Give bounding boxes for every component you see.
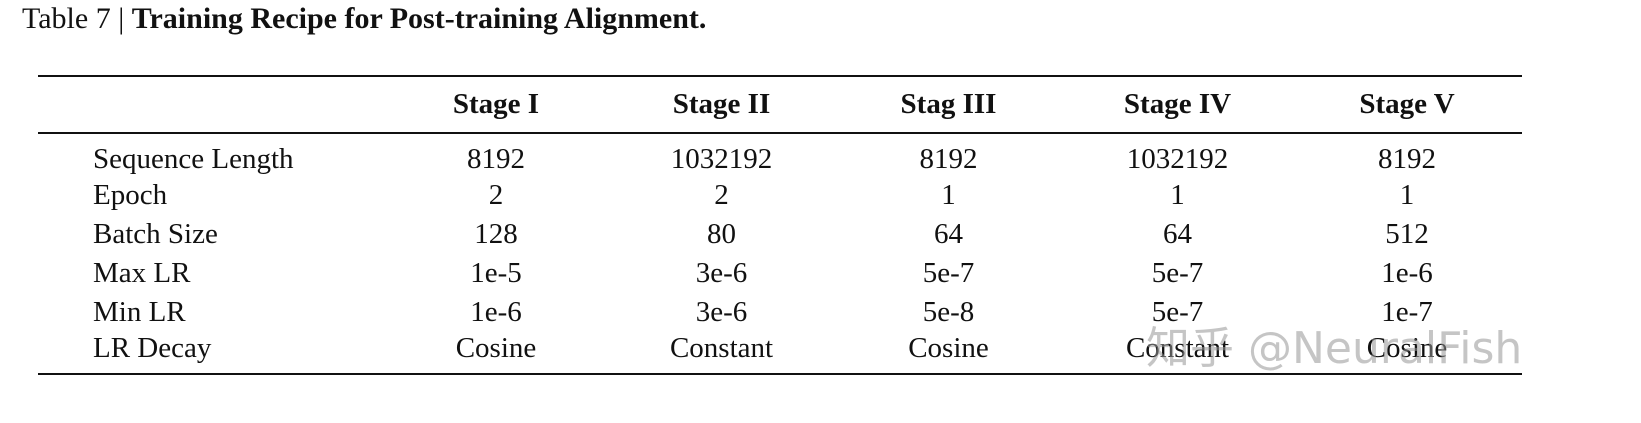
- header-row: Stage I Stage II Stag III Stage IV Stage V: [38, 76, 1522, 133]
- table-cell: 1: [1170, 179, 1185, 211]
- row-label: Sequence Length: [93, 143, 294, 175]
- table-cell: 128: [474, 218, 518, 250]
- row-label: Max LR: [93, 257, 191, 289]
- table-cell: 5e-7: [922, 257, 975, 289]
- table-cell: 1032192: [1126, 143, 1229, 175]
- caption: Table 7 | Training Recipe for Post-train…: [22, 0, 706, 38]
- table-cell: 1: [1399, 179, 1415, 211]
- table-cell: 512: [1385, 218, 1429, 250]
- table-cell: 2: [714, 179, 729, 211]
- caption-title: Training Recipe for Post-training Alignm…: [131, 2, 707, 35]
- header-cell: Stag III: [900, 88, 997, 120]
- header-cell: [38, 76, 383, 133]
- table-cell: 8192: [919, 143, 978, 175]
- table-cell: 1e-6: [470, 296, 522, 328]
- table-cell: 64: [1163, 218, 1192, 250]
- table-cell: 3e-6: [695, 257, 748, 289]
- table-cell: Cosine: [1366, 332, 1448, 364]
- table-cell: 1032192: [670, 143, 773, 175]
- table-cell: 5e-7: [1151, 296, 1204, 328]
- header-cell: Stage V: [1359, 88, 1455, 120]
- table-body: Sequence Length 8192 1032192 8192 1032192 819…: [38, 133, 1522, 374]
- table-cell: 64: [934, 218, 963, 250]
- table-cell: 3e-6: [695, 296, 748, 328]
- table-cell: Cosine: [455, 332, 537, 364]
- table-header: Stage I Stage II Stag III Stage IV Stage V: [38, 76, 1522, 133]
- table-row: Min LR 1e-6 3e-6 5e-8 5e-7 1e-7: [38, 293, 1522, 332]
- table-cell: 5e-7: [1151, 257, 1204, 289]
- table-cell: Cosine: [908, 332, 989, 364]
- table-cell: 1e-7: [1381, 296, 1433, 328]
- table-cell: 80: [707, 218, 736, 250]
- row-label: LR Decay: [93, 332, 212, 364]
- table-row: Batch Size 128 80 64 64 512: [38, 215, 1522, 254]
- table-cell: 1e-5: [470, 257, 522, 289]
- watermark: 知乎 @NeuralFish: [1146, 323, 1523, 374]
- row-label: Batch Size: [93, 218, 218, 250]
- table-cell: 8192: [467, 143, 525, 175]
- table-cell: 1: [941, 179, 956, 211]
- header-cell: Stage IV: [1123, 88, 1232, 120]
- table-cell: 5e-8: [922, 296, 975, 328]
- table: Stage I Stage II Stag III Stage IV Stage V S…: [38, 75, 1522, 375]
- table-cell: Constant: [669, 332, 774, 364]
- table-row: Sequence Length 8192 1032192 8192 1032192 819…: [38, 133, 1522, 176]
- table-cell: 1e-6: [1381, 257, 1433, 289]
- table-cell: 8192: [1378, 143, 1436, 175]
- row-label: Min LR: [93, 296, 186, 328]
- header-cell: Stage II: [672, 88, 771, 120]
- table-cell: Constant: [1125, 332, 1230, 364]
- table-row: Epoch 2 2 1 1 1: [38, 176, 1522, 215]
- table-row: Max LR 1e-5 3e-6 5e-7 5e-7 1e-6: [38, 254, 1522, 293]
- table-row: LR Decay Cosine Constant Cosine Constant Cosi…: [38, 332, 1522, 374]
- table-cell: 2: [488, 179, 504, 211]
- row-label: Epoch: [93, 179, 168, 211]
- header-cell: Stage I: [452, 88, 540, 120]
- caption-label: Table 7 |: [22, 2, 125, 35]
